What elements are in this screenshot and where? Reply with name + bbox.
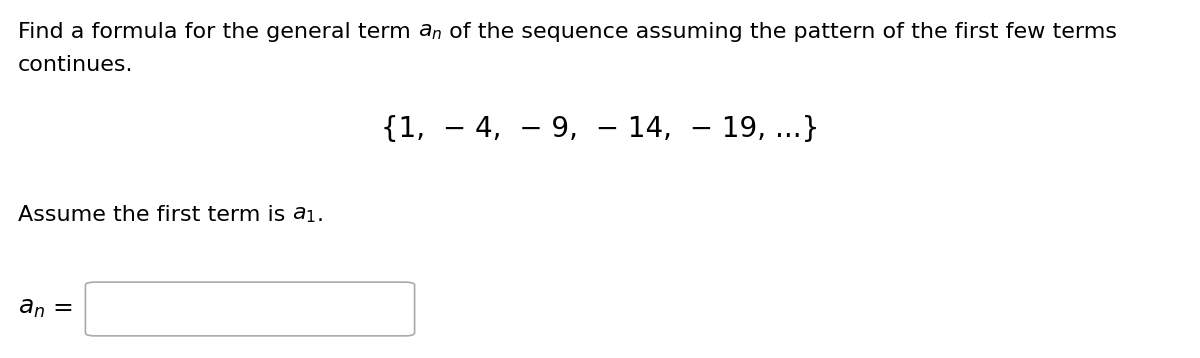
Text: $a_n$: $a_n$ <box>418 22 443 42</box>
Text: $a_n$: $a_n$ <box>18 296 46 320</box>
Text: {1,  − 4,  − 9,  − 14,  − 19, ...}: {1, − 4, − 9, − 14, − 19, ...} <box>380 115 820 143</box>
Text: of the sequence assuming the pattern of the first few terms: of the sequence assuming the pattern of … <box>443 22 1117 42</box>
Text: .: . <box>317 205 324 225</box>
Text: Assume the first term is: Assume the first term is <box>18 205 293 225</box>
Text: =: = <box>46 296 74 320</box>
Text: continues.: continues. <box>18 55 133 75</box>
FancyBboxPatch shape <box>85 282 415 336</box>
Text: $a_1$: $a_1$ <box>293 205 317 225</box>
Text: Find a formula for the general term: Find a formula for the general term <box>18 22 418 42</box>
